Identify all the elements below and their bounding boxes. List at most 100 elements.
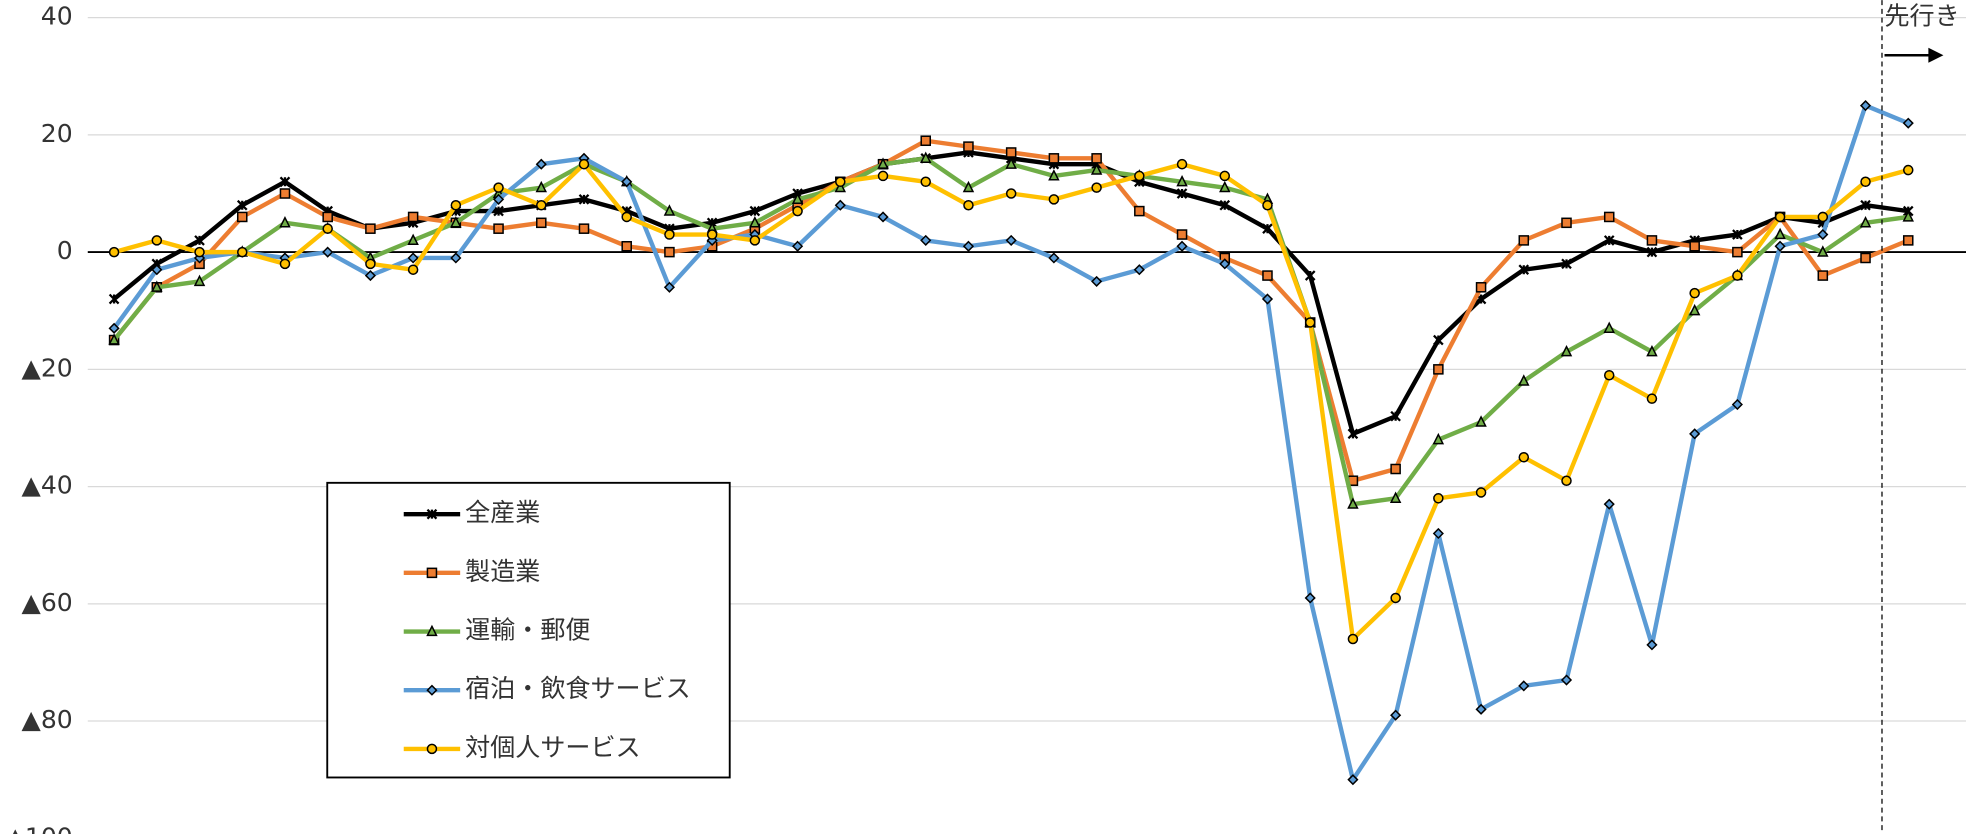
data-point <box>920 176 932 188</box>
data-point <box>535 158 547 170</box>
data-point <box>1261 293 1274 305</box>
data-point <box>1090 163 1103 175</box>
data-point <box>792 240 804 252</box>
data-point <box>1176 229 1188 240</box>
data-point <box>1689 287 1700 299</box>
data-point <box>194 235 205 246</box>
data-point <box>407 233 419 246</box>
legend-marker <box>426 743 438 755</box>
data-point <box>493 205 504 217</box>
data-point <box>1304 317 1316 328</box>
data-point <box>1390 410 1401 422</box>
data-point <box>1048 153 1060 164</box>
data-point <box>1390 709 1402 721</box>
data-point <box>1176 158 1188 170</box>
data-point <box>578 158 590 170</box>
data-point <box>1689 240 1700 252</box>
data-point <box>279 215 291 228</box>
data-point <box>1219 199 1231 211</box>
data-point <box>1005 188 1017 199</box>
data-point <box>920 234 932 246</box>
data-point <box>1304 592 1316 604</box>
data-point <box>1347 497 1359 509</box>
data-point <box>365 258 376 270</box>
data-point <box>791 192 804 205</box>
data-point <box>1518 374 1530 386</box>
data-point <box>1561 217 1572 229</box>
data-point <box>663 204 676 216</box>
data-point <box>664 229 675 240</box>
legend-label: 運輸・郵便 <box>465 616 590 645</box>
data-point <box>108 322 120 334</box>
data-point <box>279 176 291 188</box>
data-point <box>1731 398 1743 411</box>
data-point <box>1262 199 1273 211</box>
data-point <box>1518 680 1530 692</box>
data-point <box>621 176 633 188</box>
data-point <box>1433 334 1444 346</box>
y-tick-label: ▲20 <box>22 353 73 382</box>
data-point <box>1176 188 1188 199</box>
data-point <box>493 182 504 193</box>
data-point <box>1432 432 1445 445</box>
data-point <box>1561 475 1572 486</box>
data-point <box>1860 176 1871 188</box>
data-point <box>236 211 248 223</box>
legend-marker <box>426 567 438 579</box>
data-point <box>749 235 761 246</box>
series-line <box>112 156 1909 507</box>
data-point <box>1518 452 1530 463</box>
data-point <box>1817 228 1829 241</box>
data-point <box>450 252 462 264</box>
data-point <box>1603 211 1615 223</box>
data-point <box>1390 463 1401 475</box>
data-point <box>1902 117 1914 129</box>
data-point <box>108 293 120 305</box>
data-point <box>920 135 932 147</box>
data-point <box>493 223 504 234</box>
y-tick-label: ▲100 <box>6 822 73 834</box>
data-point <box>322 246 334 258</box>
data-point <box>1048 252 1060 264</box>
data-point <box>236 199 248 211</box>
y-tick-label: 0 <box>57 236 73 265</box>
data-point <box>108 246 120 258</box>
data-point <box>1091 275 1103 288</box>
data-point <box>407 211 419 223</box>
data-point <box>1433 364 1444 375</box>
data-point <box>1262 223 1273 234</box>
data-point <box>1518 264 1530 276</box>
data-point <box>1646 393 1658 404</box>
data-point <box>1774 240 1786 252</box>
data-point <box>1005 157 1017 169</box>
y-tick-label: ▲40 <box>22 471 73 500</box>
data-point <box>1475 703 1487 715</box>
data-point <box>1048 194 1060 205</box>
data-point <box>749 205 761 217</box>
data-point <box>1774 211 1786 223</box>
data-point <box>663 281 676 293</box>
data-point <box>1561 258 1572 270</box>
data-point <box>536 199 547 211</box>
data-point <box>1091 182 1102 193</box>
data-point <box>1432 527 1444 540</box>
data-point <box>963 141 974 152</box>
legend-label: 製造業 <box>465 557 540 586</box>
data-point <box>151 280 163 292</box>
data-point <box>877 157 889 169</box>
data-point <box>236 246 248 258</box>
data-point <box>1005 147 1017 158</box>
data-point <box>279 258 291 270</box>
data-point <box>108 333 120 345</box>
data-point <box>1134 205 1145 217</box>
data-point <box>536 217 547 229</box>
data-point <box>1390 592 1401 604</box>
data-point <box>1603 321 1615 333</box>
data-point <box>792 205 803 217</box>
data-point <box>1817 270 1829 281</box>
data-point <box>492 193 505 205</box>
data-point <box>962 240 975 252</box>
data-point <box>1646 344 1658 357</box>
data-point <box>322 223 333 234</box>
legend-label: 対個人サービス <box>465 733 640 762</box>
